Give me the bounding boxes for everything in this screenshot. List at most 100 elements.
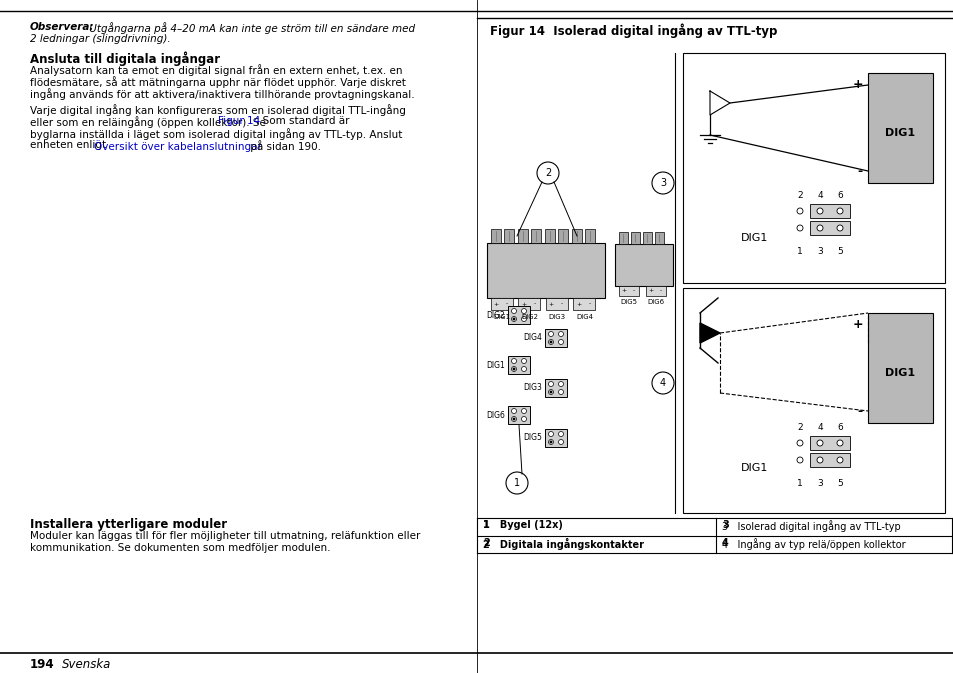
Text: DIG5: DIG5: [619, 299, 637, 305]
Circle shape: [796, 208, 802, 214]
Bar: [630, 232, 639, 244]
Bar: [504, 229, 514, 243]
Bar: [618, 232, 627, 244]
Text: 3: 3: [721, 520, 728, 530]
Text: 2: 2: [797, 423, 802, 431]
Text: 194: 194: [30, 658, 54, 671]
Text: DIG6: DIG6: [486, 411, 504, 419]
Text: +: +: [576, 302, 580, 306]
Circle shape: [537, 162, 558, 184]
Circle shape: [548, 439, 553, 444]
Text: DIG3: DIG3: [548, 314, 565, 320]
Circle shape: [558, 439, 563, 444]
Text: DIG2: DIG2: [520, 314, 537, 320]
Bar: [558, 229, 568, 243]
Bar: [572, 229, 581, 243]
Text: DIG1: DIG1: [740, 463, 768, 473]
Circle shape: [511, 316, 516, 322]
Text: . Som standard är: . Som standard är: [255, 116, 349, 126]
Text: 2: 2: [544, 168, 551, 178]
Bar: [682, 53, 944, 283]
Circle shape: [512, 417, 515, 421]
Circle shape: [796, 440, 802, 446]
Text: Varje digital ingång kan konfigureras som en isolerad digital TTL-ingång: Varje digital ingång kan konfigureras so…: [30, 104, 405, 116]
Bar: [867, 73, 932, 183]
Text: DIG1: DIG1: [740, 233, 768, 243]
Bar: [544, 229, 555, 243]
Text: Översikt över kabelanslutningar: Översikt över kabelanslutningar: [94, 140, 262, 152]
Text: 1: 1: [514, 478, 519, 488]
Text: +: +: [851, 318, 862, 332]
Text: DIG1: DIG1: [486, 361, 504, 369]
Circle shape: [511, 417, 516, 421]
Bar: [809, 221, 849, 235]
Bar: [544, 379, 566, 397]
Circle shape: [558, 339, 563, 345]
Text: eller som en reläingång (öppen kollektor). Se: eller som en reläingång (öppen kollektor…: [30, 116, 269, 128]
Bar: [544, 329, 566, 347]
Text: -: -: [588, 302, 590, 306]
Bar: [618, 286, 639, 296]
Bar: [573, 298, 595, 310]
Text: 2 ledningar (slingdrivning).: 2 ledningar (slingdrivning).: [30, 34, 171, 44]
Text: Utgångarna på 4–20 mA kan inte ge ström till en sändare med: Utgångarna på 4–20 mA kan inte ge ström …: [86, 22, 415, 34]
Circle shape: [521, 359, 526, 363]
Text: Installera ytterligare moduler: Installera ytterligare moduler: [30, 518, 227, 531]
Circle shape: [548, 431, 553, 437]
Circle shape: [816, 457, 822, 463]
Bar: [545, 298, 567, 310]
Text: 2   Digitala ingångskontakter: 2 Digitala ingångskontakter: [482, 538, 643, 550]
Text: 4: 4: [817, 423, 821, 431]
Circle shape: [511, 409, 516, 413]
Circle shape: [521, 409, 526, 413]
Bar: [507, 356, 530, 374]
Text: Svenska: Svenska: [62, 658, 112, 671]
Circle shape: [549, 390, 552, 394]
Bar: [809, 436, 849, 450]
Text: DIG4: DIG4: [576, 314, 593, 320]
Circle shape: [816, 225, 822, 231]
Text: DIG2: DIG2: [486, 310, 504, 320]
Bar: [645, 286, 665, 296]
Circle shape: [521, 316, 526, 322]
Text: DIG3: DIG3: [522, 384, 541, 392]
Bar: [655, 232, 663, 244]
Circle shape: [558, 332, 563, 336]
Text: 3: 3: [817, 246, 822, 256]
Text: 5: 5: [836, 479, 842, 487]
Circle shape: [521, 417, 526, 421]
Circle shape: [505, 472, 527, 494]
Circle shape: [796, 225, 802, 231]
Text: 3: 3: [817, 479, 822, 487]
Text: 6: 6: [836, 423, 842, 431]
Circle shape: [512, 318, 515, 320]
Circle shape: [549, 441, 552, 444]
Circle shape: [548, 390, 553, 394]
Circle shape: [836, 208, 842, 214]
Text: Figur 14: Figur 14: [218, 116, 260, 126]
Circle shape: [511, 308, 516, 314]
Bar: [809, 453, 849, 467]
Text: -: -: [632, 289, 635, 293]
Circle shape: [511, 359, 516, 363]
Text: flödesmätare, så att mätningarna upphr när flödet upphör. Varje diskret: flödesmätare, så att mätningarna upphr n…: [30, 76, 405, 88]
Text: 6: 6: [836, 190, 842, 199]
Circle shape: [836, 225, 842, 231]
Circle shape: [796, 457, 802, 463]
Circle shape: [558, 382, 563, 386]
Bar: [615, 244, 672, 286]
Text: 4: 4: [659, 378, 665, 388]
Text: Moduler kan läggas till för fler möjligheter till utmatning, reläfunktion eller: Moduler kan läggas till för fler möjligh…: [30, 531, 420, 541]
Circle shape: [511, 367, 516, 371]
Text: 1: 1: [797, 246, 802, 256]
Text: -: -: [560, 302, 562, 306]
Text: byglarna inställda i läget som isolerad digital ingång av TTL-typ. Anslut: byglarna inställda i läget som isolerad …: [30, 128, 402, 140]
Text: -: -: [857, 164, 862, 178]
Bar: [491, 229, 500, 243]
Bar: [507, 406, 530, 424]
Text: +: +: [851, 79, 862, 92]
Text: 1: 1: [482, 520, 489, 530]
Text: kommunikation. Se dokumenten som medföljer modulen.: kommunikation. Se dokumenten som medfölj…: [30, 543, 330, 553]
Text: 4: 4: [721, 538, 728, 548]
Text: DIG6: DIG6: [647, 299, 664, 305]
